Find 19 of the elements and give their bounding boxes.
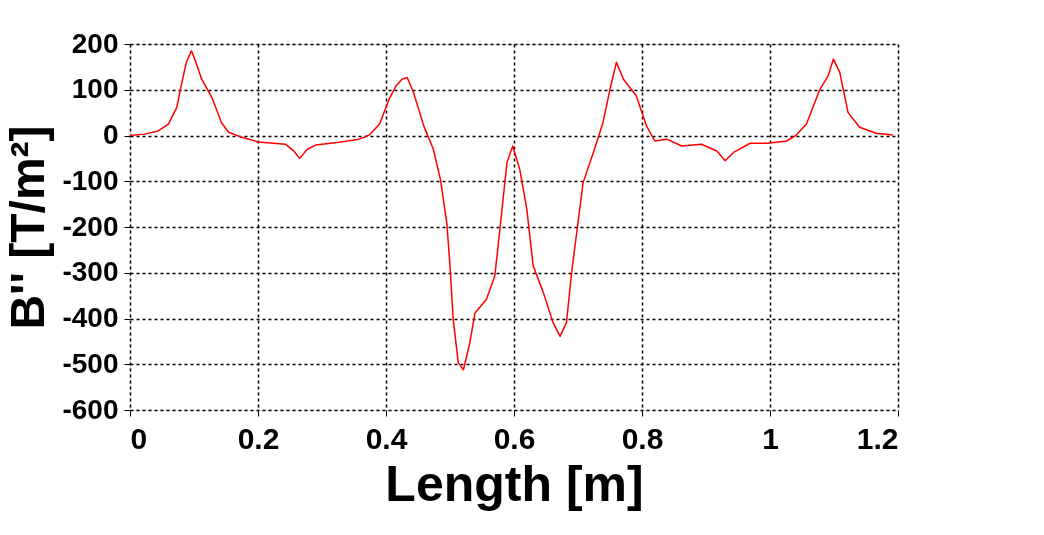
y-tick-label: -200: [62, 210, 119, 242]
y-tick-label: -500: [62, 347, 119, 379]
x-tick-label: 0.4: [365, 421, 408, 455]
y-tick-label: 0: [102, 119, 119, 150]
y-tick-label: -300: [62, 256, 119, 288]
y-tick-label: 200: [71, 27, 119, 59]
x-tick-label: 1.2: [856, 421, 899, 455]
x-tick-label: 0.6: [493, 421, 536, 455]
y-tick-label: -600: [62, 393, 119, 425]
y-tick-label: -400: [62, 302, 119, 333]
x-axis-title: Length [m]: [385, 455, 644, 512]
x-tick-label: 0.8: [621, 421, 664, 455]
y-axis-title: B'' [T/m²]: [1, 125, 55, 330]
line-series: [130, 50, 894, 371]
x-tick-label: 0.2: [237, 421, 280, 455]
x-tick-label: 1: [762, 421, 779, 455]
x-tick-label: 0: [130, 421, 148, 455]
y-tick-label: -100: [62, 164, 119, 196]
y-tick-label: 100: [71, 73, 119, 105]
